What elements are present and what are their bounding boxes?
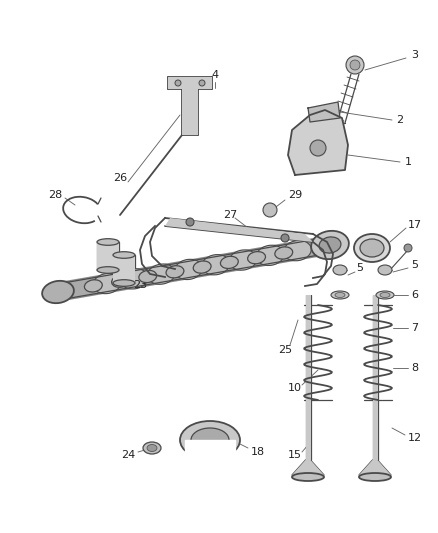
Ellipse shape <box>220 256 238 269</box>
Circle shape <box>404 244 412 252</box>
Ellipse shape <box>256 245 284 265</box>
Ellipse shape <box>97 266 119 273</box>
Ellipse shape <box>380 293 390 297</box>
Ellipse shape <box>112 275 130 287</box>
Ellipse shape <box>335 293 345 297</box>
Polygon shape <box>372 295 378 460</box>
Ellipse shape <box>120 269 148 289</box>
Ellipse shape <box>42 281 74 303</box>
Text: 27: 27 <box>223 210 237 220</box>
Polygon shape <box>168 77 212 89</box>
Circle shape <box>281 234 289 242</box>
Polygon shape <box>292 460 324 475</box>
Ellipse shape <box>292 473 324 481</box>
Ellipse shape <box>97 239 119 245</box>
Polygon shape <box>308 102 340 122</box>
Polygon shape <box>97 242 119 270</box>
Ellipse shape <box>191 428 229 452</box>
Ellipse shape <box>229 250 257 270</box>
Polygon shape <box>305 295 311 460</box>
Ellipse shape <box>180 421 240 459</box>
Ellipse shape <box>311 231 349 259</box>
Ellipse shape <box>376 291 394 299</box>
Ellipse shape <box>85 280 102 292</box>
Ellipse shape <box>321 239 339 251</box>
Circle shape <box>186 218 194 226</box>
Polygon shape <box>288 110 348 175</box>
Text: 1: 1 <box>405 157 411 167</box>
Ellipse shape <box>333 265 347 275</box>
Ellipse shape <box>331 291 349 299</box>
Text: 3: 3 <box>411 50 418 60</box>
Ellipse shape <box>93 273 121 294</box>
Ellipse shape <box>147 445 157 451</box>
Circle shape <box>346 56 364 74</box>
Ellipse shape <box>360 239 384 257</box>
Ellipse shape <box>193 261 211 273</box>
Text: 5: 5 <box>411 260 418 270</box>
Text: 12: 12 <box>408 433 422 443</box>
Ellipse shape <box>148 264 175 284</box>
Text: 5: 5 <box>357 263 364 273</box>
Text: 28: 28 <box>48 190 62 200</box>
Ellipse shape <box>275 247 293 259</box>
Ellipse shape <box>283 240 311 261</box>
Polygon shape <box>113 255 135 283</box>
Text: 17: 17 <box>408 220 422 230</box>
Ellipse shape <box>143 442 161 454</box>
Text: 6: 6 <box>411 290 418 300</box>
Text: 26: 26 <box>113 173 127 183</box>
Polygon shape <box>182 89 198 135</box>
Circle shape <box>350 60 360 70</box>
Text: 8: 8 <box>411 363 419 373</box>
Circle shape <box>175 80 181 86</box>
Ellipse shape <box>113 252 135 259</box>
Circle shape <box>263 203 277 217</box>
Text: 2: 2 <box>396 115 403 125</box>
Ellipse shape <box>359 473 391 481</box>
Ellipse shape <box>166 265 184 278</box>
Text: 23: 23 <box>133 280 147 290</box>
Polygon shape <box>185 440 235 460</box>
Ellipse shape <box>175 259 202 280</box>
Text: 10: 10 <box>288 383 302 393</box>
Ellipse shape <box>378 265 392 275</box>
Text: 7: 7 <box>411 323 419 333</box>
Text: 29: 29 <box>288 190 302 200</box>
Polygon shape <box>359 460 391 475</box>
Text: 4: 4 <box>212 70 219 80</box>
Ellipse shape <box>49 286 67 298</box>
Text: 25: 25 <box>278 345 292 355</box>
Ellipse shape <box>247 252 265 264</box>
Ellipse shape <box>319 237 341 253</box>
Ellipse shape <box>113 280 135 286</box>
Polygon shape <box>165 218 313 242</box>
Circle shape <box>310 140 326 156</box>
Ellipse shape <box>354 234 390 262</box>
Ellipse shape <box>202 255 230 275</box>
Circle shape <box>199 80 205 86</box>
Text: 24: 24 <box>121 450 135 460</box>
Text: 18: 18 <box>251 447 265 457</box>
Text: 15: 15 <box>288 450 302 460</box>
Ellipse shape <box>139 270 157 282</box>
